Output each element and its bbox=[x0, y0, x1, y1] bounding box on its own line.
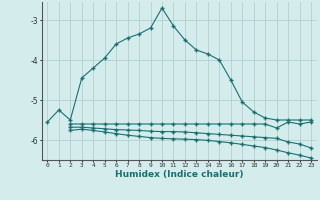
X-axis label: Humidex (Indice chaleur): Humidex (Indice chaleur) bbox=[115, 170, 244, 179]
